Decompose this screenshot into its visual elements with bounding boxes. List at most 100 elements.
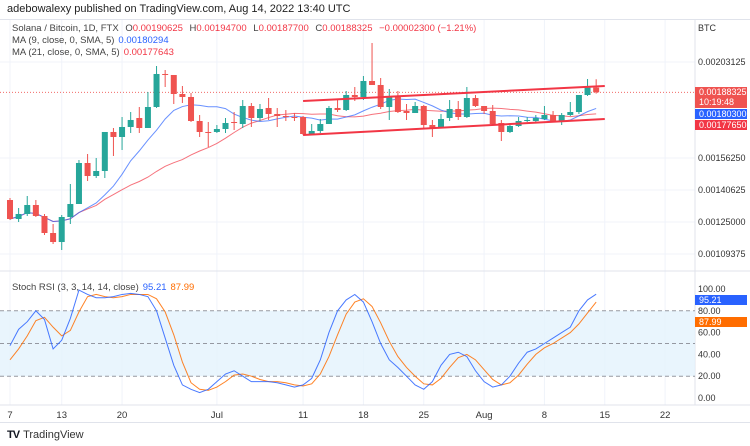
trendline (303, 118, 605, 136)
rsi-tick-label: 40.00 (698, 349, 721, 359)
candle-down (291, 116, 298, 119)
candle-down (136, 118, 143, 128)
candle-up (58, 217, 65, 243)
candle-down (300, 116, 307, 134)
low-label: L (253, 23, 259, 34)
time-tick-label: 25 (418, 410, 429, 421)
rsi-tick-label: 60.00 (698, 328, 721, 338)
candle-up (532, 118, 539, 121)
candle-up (153, 73, 160, 108)
candle-down (369, 80, 376, 85)
candle-up (325, 107, 332, 125)
candle-down (50, 232, 57, 243)
candle-up (15, 213, 22, 219)
candle-up (222, 122, 229, 130)
price-tick-label: 0.00203125 (698, 57, 746, 67)
rsi-tick-label: 0.00 (698, 393, 716, 403)
stoch-d-tag (695, 317, 747, 327)
chart-frame (0, 19, 750, 423)
ma21-label: MA (21, close, 0, SMA, 5) (12, 47, 120, 58)
ma9-value: 0.00180294 (118, 35, 169, 46)
candle-down (170, 74, 177, 94)
time-tick-label: 13 (56, 410, 67, 421)
candle-up (463, 97, 470, 117)
tradingview-logo[interactable]: TV TradingView (7, 429, 84, 441)
candle-down (498, 122, 505, 132)
stoch-d-value: 87.99 (170, 282, 195, 293)
open-value: 0.00190625 (132, 23, 183, 34)
candle-down (84, 162, 91, 177)
trendline (303, 84, 605, 103)
candle-up (360, 80, 367, 97)
stoch-k-value: 95.21 (142, 282, 167, 293)
ma9-legend[interactable]: MA (9, close, 0, SMA, 5) 0.00180294 (12, 35, 173, 46)
candle-up (317, 124, 324, 131)
time-tick-label: 11 (298, 410, 308, 421)
candle-up (24, 205, 31, 214)
candle-down (231, 121, 238, 123)
candle-down (162, 73, 169, 75)
candle-down (403, 110, 410, 114)
candle-down (41, 215, 48, 233)
symbol-name[interactable]: Solana / Bitcoin, 1D, FTX (12, 23, 119, 34)
stoch-label: Stoch RSI (3, 3, 14, 14, close) (12, 282, 139, 293)
stoch-d-tag-text: 87.99 (699, 317, 722, 327)
candle-down (32, 205, 39, 216)
candle-down (455, 108, 462, 117)
time-tick-label: Aug (476, 410, 493, 421)
candle-down (179, 94, 186, 97)
close-value: 0.00188325 (322, 23, 373, 34)
ma9-price-tag-text: 0.00180300 (699, 109, 747, 119)
candle-up (127, 119, 134, 127)
candle-up (101, 131, 108, 171)
candle-up (584, 87, 591, 96)
close-label: C (315, 23, 323, 34)
candle-up (524, 119, 531, 121)
candle-down (188, 96, 195, 121)
candle-up (119, 126, 126, 137)
candle-down (205, 131, 212, 133)
last-price-tag (695, 87, 747, 108)
stoch-k-tag-text: 95.21 (699, 295, 722, 305)
candle-down (394, 95, 401, 113)
publish-info: adebowalexy published on TradingView.com… (7, 3, 351, 15)
candle-down (351, 95, 358, 97)
candle-up (308, 130, 315, 134)
candle-up (506, 125, 513, 132)
candle-up (541, 114, 548, 120)
candle-down (334, 107, 341, 110)
candle-up (67, 203, 74, 218)
candle-down (420, 106, 427, 126)
candle-up (75, 162, 82, 204)
stoch-legend[interactable]: Stoch RSI (3, 3, 14, 14, close) 95.21 87.9… (12, 282, 198, 293)
price-tick-label: 0.00140625 (698, 185, 746, 195)
time-tick-label: 7 (7, 410, 12, 421)
rsi-tick-label: 100.00 (698, 284, 726, 294)
candle-down (593, 87, 600, 93)
low-value: 0.00187700 (258, 23, 309, 34)
candle-up (386, 95, 393, 108)
ma21-legend[interactable]: MA (21, close, 0, SMA, 5) 0.00177643 (12, 47, 178, 58)
candle-down (110, 131, 117, 137)
candle-down (377, 84, 384, 108)
rsi-tick-label: 20.00 (698, 371, 721, 381)
candle-up (438, 119, 444, 128)
last-price-tag-text: 0.00188325 (699, 87, 747, 97)
candle-down (489, 110, 496, 125)
brand-name: TradingView (23, 429, 84, 441)
ma21-value: 0.00177643 (123, 47, 174, 58)
high-label: H (189, 23, 197, 34)
candle-up (567, 112, 574, 115)
candle-down (265, 107, 272, 114)
rsi-tick-label: 80.00 (698, 306, 721, 316)
ma21-price-tag (695, 120, 747, 130)
candle-down (274, 113, 281, 116)
candle-down (481, 106, 488, 111)
candle-down (248, 106, 255, 119)
candle-up (239, 106, 246, 125)
stoch-k-tag (695, 295, 747, 305)
candle-up (93, 170, 100, 177)
time-tick-label: Jul (211, 410, 223, 421)
high-value: 0.00194700 (196, 23, 247, 34)
